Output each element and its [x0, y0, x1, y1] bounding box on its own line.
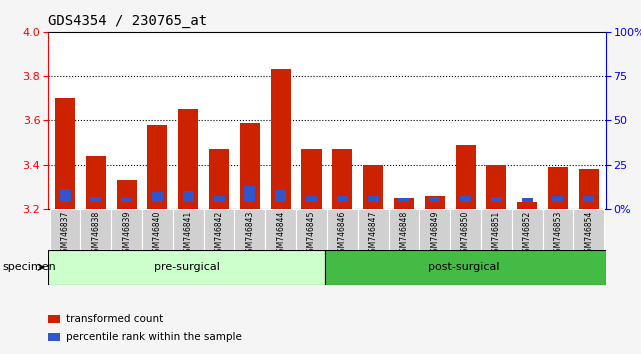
Text: GSM746849: GSM746849: [430, 211, 439, 257]
Bar: [265, 209, 296, 250]
Text: GDS4354 / 230765_at: GDS4354 / 230765_at: [48, 14, 207, 28]
Text: GSM746848: GSM746848: [399, 211, 408, 257]
Text: GSM746846: GSM746846: [338, 211, 347, 257]
Bar: [358, 209, 388, 250]
Bar: [326, 250, 606, 285]
Bar: [553, 196, 563, 202]
Bar: [271, 69, 291, 209]
Bar: [487, 165, 506, 209]
Bar: [60, 189, 71, 202]
Bar: [512, 209, 542, 250]
Bar: [388, 209, 419, 250]
Bar: [332, 149, 353, 209]
Bar: [117, 180, 137, 209]
Text: GSM746844: GSM746844: [276, 211, 285, 257]
Bar: [419, 209, 450, 250]
Text: GSM746845: GSM746845: [307, 211, 316, 257]
Bar: [394, 198, 414, 209]
Bar: [275, 190, 286, 202]
Text: GSM746842: GSM746842: [215, 211, 224, 257]
Bar: [460, 196, 471, 202]
Bar: [399, 198, 410, 202]
Text: GSM746837: GSM746837: [60, 211, 69, 257]
Bar: [48, 315, 60, 323]
Bar: [48, 250, 326, 285]
Bar: [213, 196, 224, 202]
Text: transformed count: transformed count: [66, 314, 163, 324]
Bar: [327, 209, 358, 250]
Bar: [48, 333, 60, 341]
Text: GSM746852: GSM746852: [522, 211, 531, 257]
Bar: [481, 209, 512, 250]
Text: GSM746840: GSM746840: [153, 211, 162, 257]
Text: post-surgical: post-surgical: [428, 262, 500, 272]
Bar: [574, 209, 604, 250]
Bar: [491, 198, 502, 202]
Bar: [450, 209, 481, 250]
Text: GSM746853: GSM746853: [553, 211, 563, 257]
Bar: [363, 165, 383, 209]
Bar: [178, 109, 198, 209]
Text: GSM746841: GSM746841: [184, 211, 193, 257]
Bar: [548, 167, 568, 209]
Bar: [86, 156, 106, 209]
Text: GSM746851: GSM746851: [492, 211, 501, 257]
Bar: [368, 196, 379, 202]
Bar: [579, 169, 599, 209]
Bar: [456, 145, 476, 209]
Bar: [152, 192, 163, 202]
Bar: [296, 209, 327, 250]
Text: percentile rank within the sample: percentile rank within the sample: [66, 332, 242, 342]
Bar: [112, 209, 142, 250]
Bar: [121, 198, 132, 202]
Bar: [429, 198, 440, 202]
Bar: [240, 122, 260, 209]
Text: GSM746838: GSM746838: [91, 211, 101, 257]
Bar: [425, 196, 445, 209]
Bar: [49, 209, 80, 250]
Bar: [80, 209, 112, 250]
Bar: [173, 209, 204, 250]
Bar: [183, 191, 194, 202]
Bar: [517, 202, 537, 209]
Text: specimen: specimen: [3, 262, 56, 272]
Text: GSM746854: GSM746854: [585, 211, 594, 257]
Bar: [142, 209, 173, 250]
Text: GSM746847: GSM746847: [369, 211, 378, 257]
Text: GSM746843: GSM746843: [246, 211, 254, 257]
Bar: [583, 196, 594, 202]
Bar: [337, 196, 348, 202]
Bar: [209, 149, 229, 209]
Bar: [235, 209, 265, 250]
Bar: [522, 198, 533, 202]
Bar: [55, 98, 75, 209]
Bar: [204, 209, 235, 250]
Text: GSM746850: GSM746850: [461, 211, 470, 257]
Bar: [301, 149, 322, 209]
Bar: [90, 198, 101, 202]
Bar: [244, 185, 255, 202]
Text: pre-surgical: pre-surgical: [154, 262, 220, 272]
Bar: [542, 209, 574, 250]
Text: GSM746839: GSM746839: [122, 211, 131, 257]
Bar: [306, 196, 317, 202]
Bar: [147, 125, 167, 209]
